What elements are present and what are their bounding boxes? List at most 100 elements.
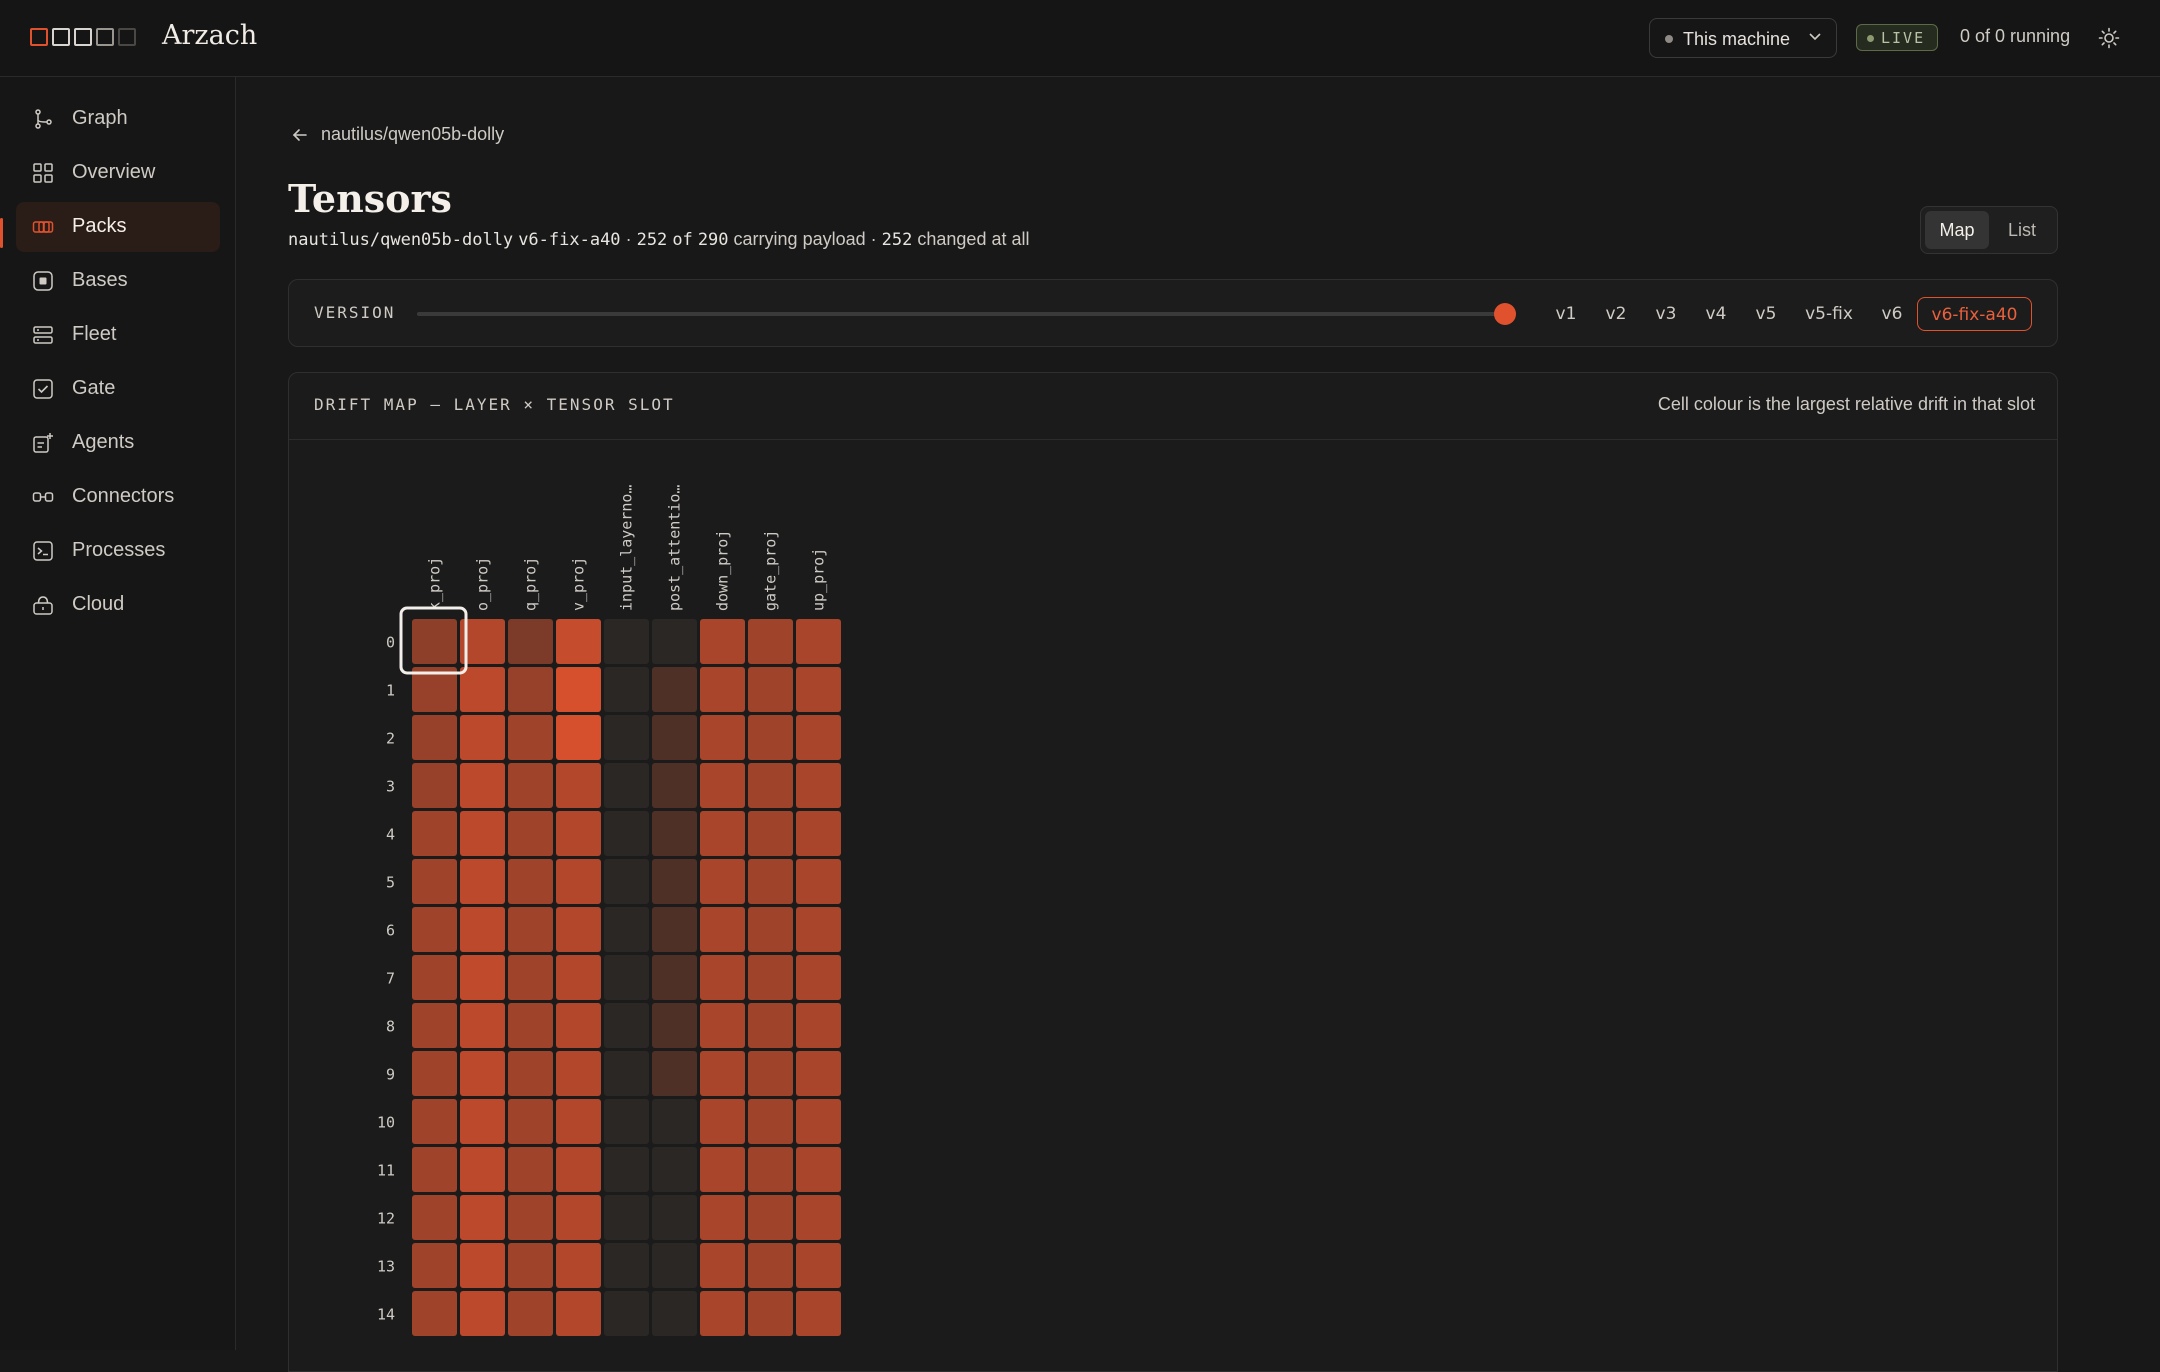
heatmap-cell[interactable] <box>700 715 745 760</box>
heatmap-cell[interactable] <box>796 1195 841 1240</box>
version-chip-v2[interactable]: v2 <box>1605 304 1627 324</box>
heatmap-cell[interactable] <box>412 859 457 904</box>
heatmap-cell[interactable] <box>412 715 457 760</box>
heatmap-cell[interactable] <box>796 859 841 904</box>
heatmap-cell[interactable] <box>412 667 457 712</box>
heatmap-cell[interactable] <box>412 1291 457 1336</box>
heatmap-cell[interactable] <box>556 715 601 760</box>
heatmap-cell[interactable] <box>508 1003 553 1048</box>
heatmap-cell[interactable] <box>412 955 457 1000</box>
heatmap-cell[interactable] <box>604 1003 649 1048</box>
heatmap-cell[interactable] <box>652 1003 697 1048</box>
sun-icon[interactable] <box>2098 27 2120 49</box>
heatmap-cell[interactable] <box>412 811 457 856</box>
heatmap-cell[interactable] <box>508 763 553 808</box>
heatmap-cell[interactable] <box>508 1099 553 1144</box>
heatmap-cell[interactable] <box>460 1003 505 1048</box>
heatmap-cell[interactable] <box>700 1099 745 1144</box>
heatmap-cell[interactable] <box>796 1099 841 1144</box>
heatmap-cell[interactable] <box>700 859 745 904</box>
heatmap-cell[interactable] <box>652 907 697 952</box>
view-map-button[interactable]: Map <box>1925 211 1989 249</box>
sidebar-item-graph[interactable]: Graph <box>16 94 220 144</box>
heatmap-cell[interactable] <box>460 859 505 904</box>
heatmap-cell[interactable] <box>748 1051 793 1096</box>
heatmap-cell[interactable] <box>652 667 697 712</box>
heatmap-cell[interactable] <box>652 1099 697 1144</box>
heatmap-cell[interactable] <box>700 619 745 664</box>
heatmap-cell[interactable] <box>556 619 601 664</box>
sidebar-item-cloud[interactable]: Cloud <box>16 580 220 630</box>
heatmap-cell[interactable] <box>556 1003 601 1048</box>
heatmap-cell[interactable] <box>748 859 793 904</box>
heatmap-cell[interactable] <box>604 1147 649 1192</box>
heatmap-cell[interactable] <box>508 907 553 952</box>
heatmap-cell[interactable] <box>700 1051 745 1096</box>
version-slider-handle[interactable] <box>1494 303 1516 325</box>
heatmap-cell[interactable] <box>508 955 553 1000</box>
view-list-button[interactable]: List <box>2007 220 2036 240</box>
heatmap-cell[interactable] <box>748 619 793 664</box>
sidebar-item-gate[interactable]: Gate <box>16 364 220 414</box>
sidebar-item-fleet[interactable]: Fleet <box>16 310 220 360</box>
heatmap-cell[interactable] <box>556 811 601 856</box>
heatmap-cell[interactable] <box>796 715 841 760</box>
heatmap-cell[interactable] <box>604 715 649 760</box>
heatmap-cell[interactable] <box>508 859 553 904</box>
heatmap-cell[interactable] <box>556 1291 601 1336</box>
sidebar-item-bases[interactable]: Bases <box>16 256 220 306</box>
heatmap-cell[interactable] <box>604 667 649 712</box>
heatmap-cell[interactable] <box>748 811 793 856</box>
heatmap-cell[interactable] <box>604 763 649 808</box>
version-chip-v6-fix-a40[interactable]: v6-fix-a40 <box>1917 297 2032 331</box>
heatmap-cell[interactable] <box>652 619 697 664</box>
heatmap-cell[interactable] <box>796 955 841 1000</box>
heatmap-cell[interactable] <box>748 955 793 1000</box>
heatmap-cell[interactable] <box>412 1003 457 1048</box>
heatmap-cell[interactable] <box>700 1195 745 1240</box>
heatmap-cell[interactable] <box>460 1243 505 1288</box>
heatmap-cell[interactable] <box>604 1051 649 1096</box>
heatmap-cell[interactable] <box>748 1243 793 1288</box>
heatmap-cell[interactable] <box>652 811 697 856</box>
heatmap-cell[interactable] <box>460 619 505 664</box>
heatmap-cell[interactable] <box>652 715 697 760</box>
heatmap-cell[interactable] <box>556 667 601 712</box>
heatmap-cell[interactable] <box>796 619 841 664</box>
heatmap-cell[interactable] <box>796 1243 841 1288</box>
heatmap-cell[interactable] <box>748 1291 793 1336</box>
heatmap-cell[interactable] <box>700 1147 745 1192</box>
sidebar-item-packs[interactable]: Packs <box>16 202 220 252</box>
heatmap-cell[interactable] <box>460 955 505 1000</box>
heatmap-cell[interactable] <box>508 1051 553 1096</box>
heatmap-cell[interactable] <box>556 955 601 1000</box>
heatmap-cell[interactable] <box>412 907 457 952</box>
heatmap-cell[interactable] <box>556 1195 601 1240</box>
version-chip-v5-fix[interactable]: v5-fix <box>1805 304 1853 324</box>
heatmap-cell[interactable] <box>556 1099 601 1144</box>
heatmap-cell[interactable] <box>748 1195 793 1240</box>
heatmap-cell[interactable] <box>556 1147 601 1192</box>
heatmap-cell[interactable] <box>700 763 745 808</box>
heatmap-cell[interactable] <box>748 1147 793 1192</box>
version-slider-track[interactable] <box>417 312 1507 316</box>
heatmap-cell[interactable] <box>700 811 745 856</box>
sidebar-item-overview[interactable]: Overview <box>16 148 220 198</box>
heatmap-cell[interactable] <box>700 1243 745 1288</box>
heatmap-cell[interactable] <box>412 1147 457 1192</box>
heatmap-cell[interactable] <box>460 1291 505 1336</box>
heatmap-cell[interactable] <box>460 763 505 808</box>
heatmap-cell[interactable] <box>412 763 457 808</box>
heatmap-cell[interactable] <box>796 1147 841 1192</box>
heatmap-cell[interactable] <box>700 907 745 952</box>
heatmap-cell[interactable] <box>796 1051 841 1096</box>
heatmap-cell[interactable] <box>508 715 553 760</box>
heatmap-cell[interactable] <box>412 1243 457 1288</box>
heatmap-cell[interactable] <box>556 763 601 808</box>
heatmap-cell[interactable] <box>652 1291 697 1336</box>
heatmap-cell[interactable] <box>748 763 793 808</box>
heatmap-cell[interactable] <box>508 1243 553 1288</box>
heatmap-cell[interactable] <box>796 667 841 712</box>
heatmap-cell[interactable] <box>604 907 649 952</box>
heatmap-cell[interactable] <box>604 619 649 664</box>
